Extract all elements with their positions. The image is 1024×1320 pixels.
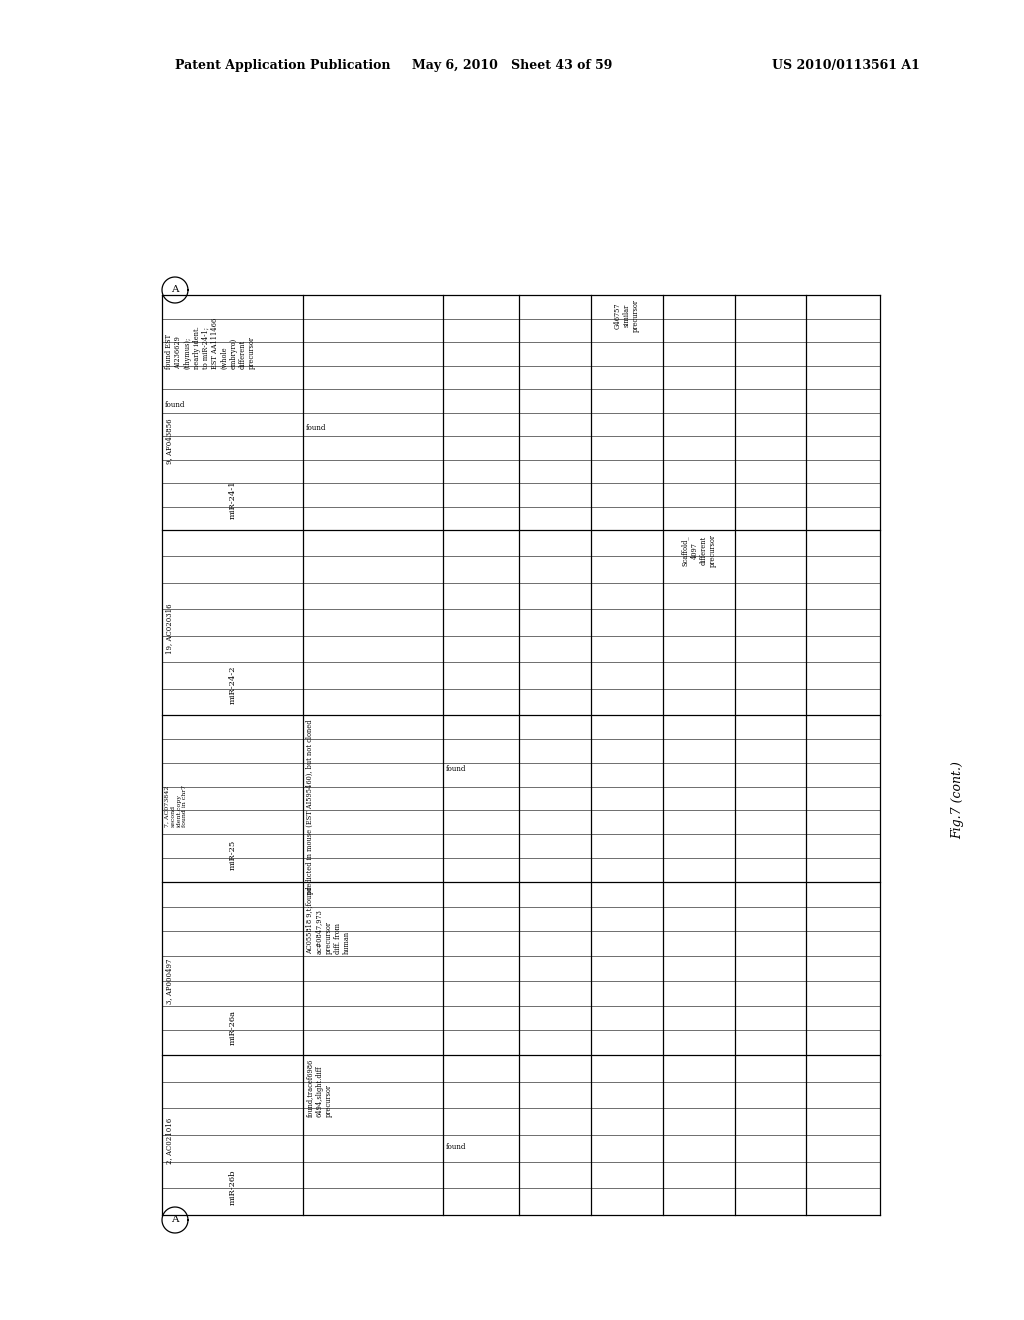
Text: May 6, 2010   Sheet 43 of 59: May 6, 2010 Sheet 43 of 59 [412,58,612,71]
Text: A: A [171,285,179,294]
Text: miR-24-2: miR-24-2 [228,665,237,705]
Text: miR-26b: miR-26b [228,1170,237,1205]
Text: AC055818 9,t;found
ac#0847,973
precursor
diff. from
human: AC055818 9,t;found ac#0847,973 precursor… [306,886,351,954]
Text: found: found [165,401,185,409]
Text: predicted in mouse (EST AI595460), but not cloned: predicted in mouse (EST AI595460), but n… [306,719,314,894]
Text: miR-24-1: miR-24-1 [228,480,237,519]
Text: miR-25: miR-25 [228,840,237,870]
Text: Fig.7 (cont.): Fig.7 (cont.) [951,762,965,840]
Text: miR-26a: miR-26a [228,1010,237,1045]
Text: G46757
similar
precursor: G46757 similar precursor [613,300,640,333]
Text: A: A [171,1216,179,1225]
Text: 2, AC021016: 2, AC021016 [165,1118,173,1164]
Text: Scaffold_
4097
different
precursor: Scaffold_ 4097 different precursor [681,535,717,568]
Text: Patent Application Publication: Patent Application Publication [175,58,390,71]
Text: 7, AC073842
second
ident.copy
found in chr7: 7, AC073842 second ident.copy found in c… [165,785,187,828]
Text: found: found [306,424,327,432]
Text: 9, AF043856: 9, AF043856 [165,418,173,463]
Text: found: found [446,1143,466,1151]
Text: US 2010/0113561 A1: US 2010/0113561 A1 [772,58,920,71]
Text: found,tracef6986
6494,slight.diff
precursor: found,tracef6986 6494,slight.diff precur… [306,1059,333,1117]
Text: found: found [446,766,466,774]
Text: 3, AP000497: 3, AP000497 [165,958,173,1003]
Text: found EST
AI236629
(thymus);
nearly ident.
to miR-24-1;
EST AA111466
(whole
embr: found EST AI236629 (thymus); nearly iden… [165,318,256,370]
Text: 19, AC020316: 19, AC020316 [165,603,173,653]
